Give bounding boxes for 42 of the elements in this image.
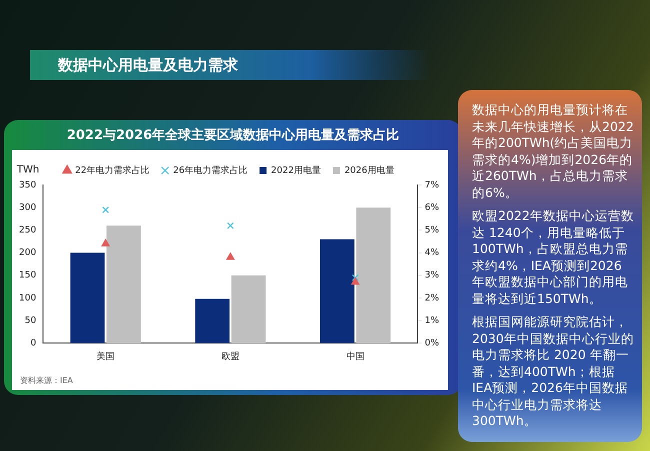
y2-tick-label: 2%: [424, 293, 440, 304]
chart-title: 2022与2026年全球主要区域数据中心用电量及需求占比: [66, 126, 400, 144]
y-tick-label: 200: [18, 248, 36, 258]
y-tick-label: 0: [30, 338, 36, 349]
y2-tick-label: 1%: [424, 316, 440, 326]
y-tick-label: 350: [18, 180, 36, 190]
legend-label: 26年电力需求占比: [173, 164, 248, 176]
y-tick-label: 150: [18, 270, 36, 281]
point: [227, 222, 234, 230]
point: [352, 274, 359, 282]
y-tick-label: 100: [18, 293, 36, 304]
y2-tick-label: 4%: [424, 248, 440, 258]
legend-label: 22年电力需求占比: [75, 164, 150, 176]
point: [102, 239, 110, 246]
bar: [106, 226, 141, 344]
point: [102, 206, 110, 214]
x-tick-label: 中国: [346, 350, 364, 362]
bar: [356, 208, 391, 344]
text: 资料来源：IEA: [20, 375, 73, 386]
point: [226, 252, 235, 260]
y2-tick-label: 0%: [424, 338, 440, 349]
y2-tick-label: 3%: [424, 270, 440, 281]
bar: [231, 275, 266, 344]
x-tick-label: 欧盟: [221, 350, 240, 362]
chart-subtitle: 数据中心用电量及电力需求: [30, 50, 430, 80]
y2-tick-label: 6%: [424, 202, 440, 213]
y-axis-title: TWh: [16, 164, 40, 176]
bar: [70, 252, 105, 344]
point: [351, 278, 360, 285]
y-tick-label: 300: [18, 202, 36, 213]
y2-tick-label: 7%: [424, 180, 440, 190]
text: 数据中心的用电量预计将在未来几年快速增长，从2022年的200TWh(约占美国电力需求的4%)增加到2026年的近260TWh，占总电力需求的6%。: [472, 102, 634, 201]
y-tick-label: 250: [18, 226, 36, 236]
y-tick-label: 50: [24, 316, 36, 326]
legend-label: 2026用电量: [344, 164, 394, 176]
text: 欧盟2022年数据中心运营数达 1240个，用电量略低于 100TWh，占欧盟总电力需求约4%，IEA预测到2026年欧盟数据中心部门的用电量将达到近150TWh。: [472, 208, 634, 307]
bar: [320, 239, 354, 344]
bar: [195, 298, 230, 344]
y2-tick-label: 5%: [424, 226, 440, 236]
legend-label: 2022用电量: [271, 164, 321, 176]
x-tick-label: 美国: [96, 350, 115, 362]
text: 根据国网能源研究院估计，2030年中国数据中心行业的电力需求将比 2020 年翻一番，达到400TWh；根据IEA预测，2026年中国数据中心行业电力需求将达300TWh。: [472, 314, 634, 430]
